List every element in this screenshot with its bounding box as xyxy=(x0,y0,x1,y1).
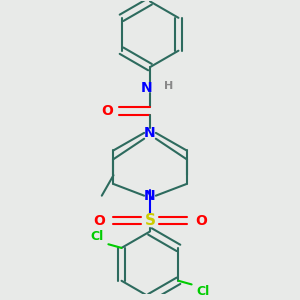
Text: N: N xyxy=(140,81,152,94)
Text: Cl: Cl xyxy=(91,230,104,243)
Text: N: N xyxy=(144,126,156,140)
Text: S: S xyxy=(145,213,155,228)
Text: O: O xyxy=(93,214,105,227)
Text: O: O xyxy=(195,214,207,227)
Text: N: N xyxy=(144,189,156,203)
Text: H: H xyxy=(164,81,173,91)
Text: O: O xyxy=(101,104,113,118)
Text: Cl: Cl xyxy=(196,285,209,298)
